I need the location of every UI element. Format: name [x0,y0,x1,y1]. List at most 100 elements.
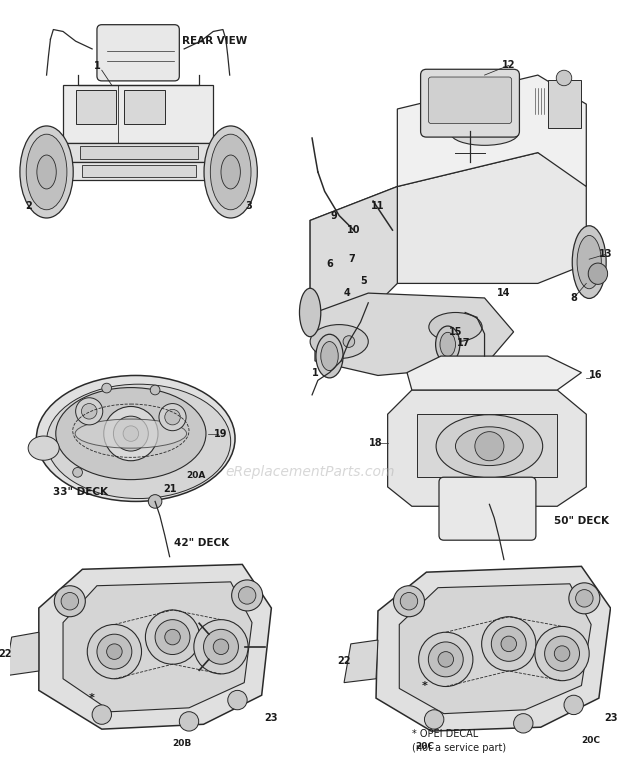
Text: 33" DECK: 33" DECK [53,487,108,497]
Ellipse shape [299,289,321,337]
Circle shape [179,711,198,731]
Text: 5: 5 [360,276,367,286]
Circle shape [159,403,186,431]
Ellipse shape [436,415,542,477]
Polygon shape [399,583,591,714]
Circle shape [569,583,600,614]
Bar [68,162,210,179]
Polygon shape [344,640,378,682]
Circle shape [491,626,526,661]
Circle shape [343,335,355,347]
Ellipse shape [20,126,73,218]
Circle shape [102,383,112,393]
Circle shape [73,467,82,477]
Circle shape [394,586,425,617]
Text: *: * [89,693,95,703]
Polygon shape [376,566,611,731]
Circle shape [107,644,122,659]
Bar [332,230,378,264]
Circle shape [544,636,580,671]
Circle shape [92,705,112,725]
Text: 6: 6 [326,259,333,269]
Circle shape [556,70,572,86]
Circle shape [148,495,162,509]
Circle shape [123,426,139,441]
Circle shape [372,235,376,239]
Ellipse shape [588,263,608,285]
Text: 15: 15 [449,327,463,337]
Circle shape [564,695,583,714]
Bar [417,414,557,477]
Text: 20B: 20B [172,739,192,748]
FancyBboxPatch shape [439,477,536,541]
Polygon shape [397,75,587,186]
Circle shape [113,417,148,451]
Text: 10: 10 [347,225,360,235]
Circle shape [349,235,353,239]
Text: 19: 19 [215,428,228,438]
Circle shape [213,639,229,654]
Circle shape [165,629,180,645]
Ellipse shape [221,155,241,189]
Text: 17: 17 [456,339,470,349]
Text: 14: 14 [497,288,511,298]
Circle shape [228,690,247,710]
Text: 23: 23 [265,712,278,722]
Text: 11: 11 [371,201,384,211]
Text: 3: 3 [246,201,252,211]
Circle shape [87,625,141,679]
Circle shape [401,593,418,610]
Bar [63,85,213,143]
Bar [82,165,196,177]
Circle shape [428,642,463,677]
Ellipse shape [204,126,257,218]
Text: 20C: 20C [582,736,601,745]
Circle shape [146,610,200,665]
Ellipse shape [321,342,339,370]
Polygon shape [388,390,587,506]
Text: 1: 1 [94,62,100,71]
Text: 50" DECK: 50" DECK [554,516,609,526]
Circle shape [482,617,536,671]
Text: 18: 18 [369,438,383,448]
Polygon shape [397,153,587,283]
Circle shape [554,646,570,661]
Bar [124,90,165,123]
Circle shape [575,590,593,607]
Text: *: * [422,680,427,690]
Text: * OPEI DECAL
(not a service part): * OPEI DECAL (not a service part) [412,729,506,753]
Ellipse shape [28,436,59,460]
Text: 16: 16 [589,370,603,381]
Text: 8: 8 [570,293,577,303]
Circle shape [165,410,180,425]
Text: 42" DECK: 42" DECK [174,538,229,548]
Text: 21: 21 [163,484,176,494]
Ellipse shape [37,375,235,502]
Circle shape [76,398,103,425]
Circle shape [425,710,444,729]
Circle shape [232,580,263,611]
Polygon shape [310,186,397,313]
Circle shape [104,406,158,461]
Ellipse shape [75,419,187,448]
Ellipse shape [456,427,523,466]
Circle shape [418,633,473,686]
Circle shape [360,235,365,239]
Circle shape [55,586,86,617]
Circle shape [150,385,160,395]
Text: REAR VIEW: REAR VIEW [182,36,247,46]
Circle shape [475,431,504,461]
Text: 22: 22 [337,656,351,666]
Text: 2: 2 [26,201,32,211]
Ellipse shape [56,388,206,480]
Ellipse shape [210,134,251,210]
Ellipse shape [436,326,460,363]
Ellipse shape [451,121,518,145]
FancyBboxPatch shape [428,77,511,123]
Ellipse shape [46,385,231,498]
Bar [76,90,117,123]
Text: 1: 1 [312,367,318,378]
Circle shape [482,498,496,511]
Polygon shape [315,293,513,375]
Circle shape [81,403,97,419]
